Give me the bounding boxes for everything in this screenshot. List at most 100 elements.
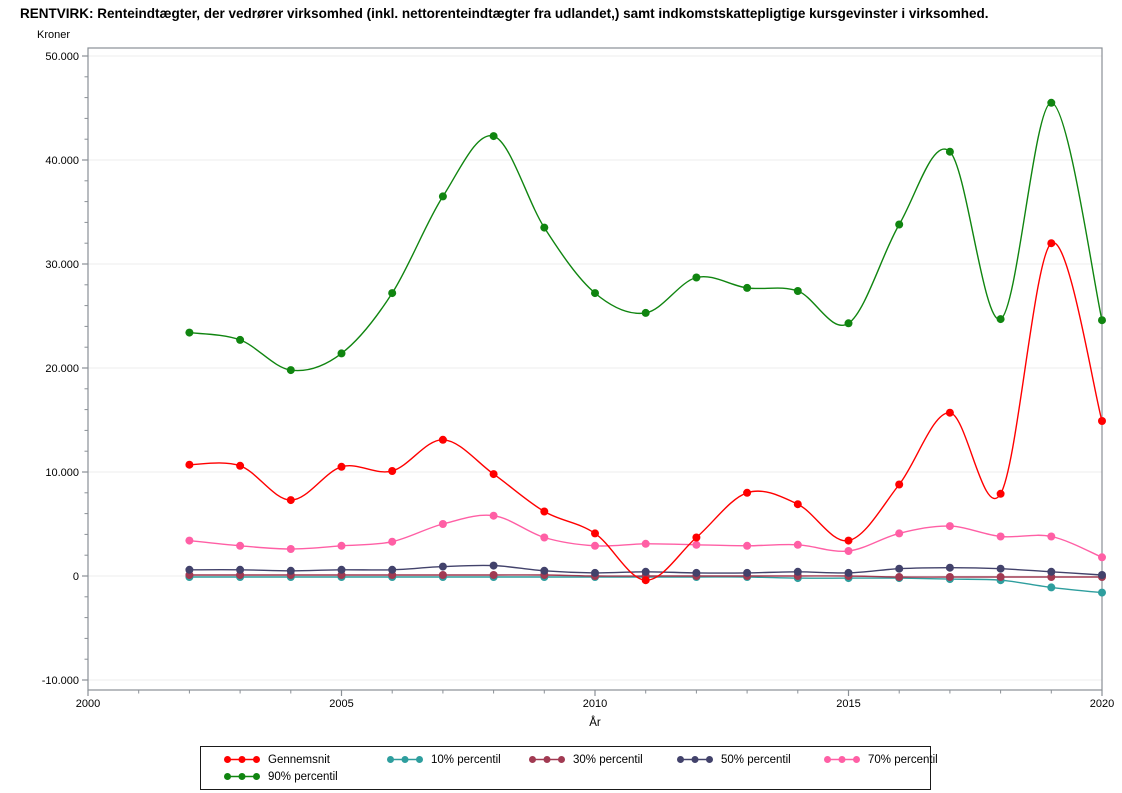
data-point-50-percentil (286, 566, 295, 575)
data-point-gennemsnit (388, 467, 397, 475)
data-point-90-percentil (286, 366, 295, 375)
data-point-gennemsnit (286, 496, 295, 505)
series-line-gennemsnit (189, 242, 1103, 581)
data-point-50-percentil (743, 568, 752, 577)
data-point-gennemsnit (793, 500, 802, 509)
data-point-50-percentil (438, 562, 447, 571)
data-point-10-percentil (1047, 583, 1056, 592)
data-point-gennemsnit (1047, 239, 1056, 248)
x-tick-label: 2010 (583, 698, 607, 710)
data-point-70-percentil (641, 539, 650, 548)
data-point-90-percentil (641, 308, 650, 317)
series-70-percentil (185, 511, 1106, 562)
data-point-70-percentil (844, 547, 853, 555)
y-axis-title: Kroner (37, 29, 71, 41)
data-point-50-percentil (895, 564, 904, 573)
data-point-gennemsnit (540, 507, 549, 516)
legend-label: 70% percentil (868, 753, 938, 766)
data-point-10-percentil (1098, 588, 1106, 597)
data-point-70-percentil (438, 520, 447, 528)
y-tick-label: 0 (73, 571, 79, 583)
data-point-70-percentil (489, 511, 498, 520)
data-point-50-percentil (489, 561, 498, 570)
series-50-percentil (185, 561, 1106, 579)
data-point-gennemsnit (591, 529, 599, 538)
legend-label: 50% percentil (721, 753, 791, 766)
data-point-90-percentil (945, 147, 954, 156)
data-point-90-percentil (743, 283, 752, 292)
y-tick-label: -10.000 (42, 675, 79, 687)
plot-frame (87, 47, 1103, 691)
data-point-90-percentil (489, 132, 498, 141)
data-point-90-percentil (844, 319, 853, 328)
plot-area: 50.000 40.000 30.000 20.000 10.000 0 -10.000 20… (42, 47, 1114, 710)
x-tick-label: 2005 (329, 698, 353, 710)
data-point-gennemsnit (337, 462, 346, 471)
data-point-90-percentil (438, 192, 447, 201)
data-point-50-percentil (692, 568, 701, 577)
data-point-90-percentil (236, 335, 245, 344)
data-point-30-percentil (945, 573, 954, 581)
data-point-50-percentil (1047, 567, 1056, 576)
data-point-70-percentil (591, 541, 599, 550)
data-point-gennemsnit (692, 533, 701, 542)
data-point-70-percentil (945, 522, 954, 531)
data-point-gennemsnit (844, 536, 853, 545)
data-point-90-percentil (1047, 98, 1056, 107)
data-point-gennemsnit (895, 480, 904, 489)
data-point-gennemsnit (743, 488, 752, 497)
data-point-gennemsnit (185, 460, 194, 469)
legend-marker-30-percentil (529, 756, 565, 763)
x-tick-label: 2020 (1090, 698, 1114, 710)
data-point-90-percentil (540, 223, 549, 232)
x-tick-label: 2015 (836, 698, 860, 710)
data-point-50-percentil (591, 568, 599, 577)
y-tick-label: 10.000 (45, 467, 79, 479)
data-point-50-percentil (793, 567, 802, 576)
x-tick-label: 2000 (76, 698, 100, 710)
legend-item-50-percentil: 50% percentil (676, 751, 823, 768)
data-point-70-percentil (236, 541, 245, 550)
data-point-30-percentil (489, 571, 498, 579)
data-point-50-percentil (945, 563, 954, 572)
data-point-90-percentil (692, 273, 701, 282)
data-point-30-percentil (996, 573, 1005, 581)
data-point-90-percentil (337, 349, 346, 358)
data-point-50-percentil (844, 568, 853, 577)
data-point-90-percentil (591, 289, 599, 298)
data-point-70-percentil (337, 541, 346, 550)
data-point-70-percentil (743, 541, 752, 550)
data-point-70-percentil (895, 529, 904, 538)
legend-marker-50-percentil (677, 756, 713, 763)
data-point-90-percentil (996, 315, 1005, 324)
data-point-gennemsnit (996, 489, 1005, 498)
legend-label: 90% percentil (268, 770, 338, 783)
series-90-percentil (185, 98, 1106, 375)
data-point-70-percentil (1047, 532, 1056, 541)
legend-item-gennemsnit: Gennemsnit (223, 751, 386, 768)
legend-item-70-percentil: 70% percentil (823, 751, 938, 768)
series-gennemsnit (185, 239, 1106, 585)
legend-item-90-percentil: 90% percentil (223, 768, 386, 785)
data-point-90-percentil (185, 328, 194, 337)
data-point-30-percentil (895, 573, 904, 581)
data-point-90-percentil (1098, 316, 1106, 325)
data-point-50-percentil (388, 565, 397, 574)
data-point-gennemsnit (945, 408, 954, 417)
chart-title: RENTVIRK: Renteindtægter, der vedrører v… (20, 6, 989, 21)
data-point-90-percentil (388, 289, 397, 298)
data-point-gennemsnit (236, 461, 245, 470)
legend-item-30-percentil: 30% percentil (528, 751, 676, 768)
data-point-70-percentil (286, 545, 295, 553)
data-point-70-percentil (388, 537, 397, 546)
data-point-30-percentil (438, 571, 447, 579)
data-point-50-percentil (996, 564, 1005, 573)
data-point-50-percentil (337, 565, 346, 574)
data-point-gennemsnit (489, 470, 498, 479)
data-point-70-percentil (996, 532, 1005, 541)
legend-label: 30% percentil (573, 753, 643, 766)
data-point-70-percentil (185, 536, 194, 545)
legend-marker-gennemsnit (224, 756, 260, 763)
data-point-70-percentil (692, 540, 701, 549)
legend-marker-90-percentil (224, 773, 260, 780)
